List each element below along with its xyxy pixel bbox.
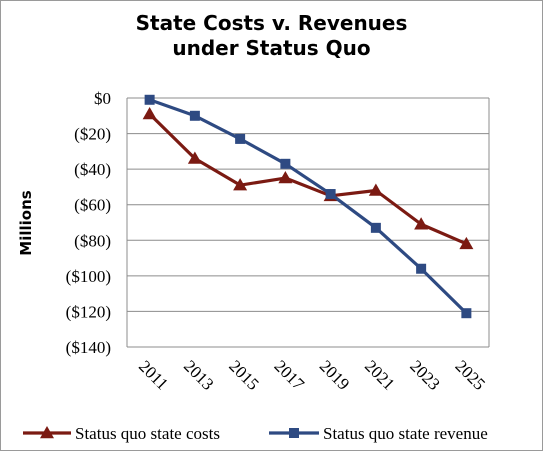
series [142,94,474,319]
chart-title-line2: under Status Quo [172,36,371,60]
y-tick-label: $0 [94,89,111,108]
x-tick-label: 2017 [271,356,309,394]
chart-title: State Costs v. Revenues under Status Quo [1,11,542,61]
legend-marker [40,426,54,439]
x-tick-label: 2021 [361,356,398,393]
data-point [414,217,429,230]
x-tick-label: 2013 [180,356,217,393]
y-tick-labels: $0 ($20) ($40) ($60) ($80) ($100) ($120) ($140) [66,89,111,357]
data-point [233,178,248,191]
data-point [189,110,200,121]
data-point [278,171,293,184]
data-point [144,94,155,105]
y-tick-label: ($40) [74,160,111,179]
y-tick-label: ($140) [66,338,111,357]
y-tick-label: ($100) [66,267,111,286]
x-tick-label: 2015 [225,356,262,393]
data-point [280,158,291,169]
data-point [187,151,202,164]
legend-marker [289,428,299,438]
x-tick-label: 2011 [135,357,172,394]
series-line [149,98,468,315]
data-point [235,133,246,144]
x-tick-label: 2023 [406,356,443,393]
data-point [461,308,472,319]
data-point [416,263,427,274]
y-tick-label: ($20) [74,125,111,144]
data-point [368,183,383,196]
gridlines [127,97,489,312]
data-point [325,189,336,200]
y-axis-label: Millions [17,190,35,255]
legend-label: Status quo state revenue [323,424,488,443]
x-tick-label: 2025 [452,356,489,393]
y-tick-label: ($120) [66,302,111,321]
y-tick-label: ($60) [74,196,111,215]
data-point [370,222,381,233]
series-line [148,112,468,246]
legend-label: Status quo state costs [75,424,220,443]
legend-item: Status quo state costs [23,424,220,443]
data-point [142,107,157,120]
y-tick-label: ($80) [74,231,111,250]
series-revenue [144,94,472,319]
chart-title-line1: State Costs v. Revenues [135,11,408,35]
x-tick-labels: 2011 2013 2015 2017 2019 2021 2023 2025 [135,356,489,394]
legend-item: Status quo state revenue [269,424,488,443]
axes [126,98,490,348]
legend: Status quo state costs Status quo state r… [23,424,488,443]
x-tick-label: 2019 [316,356,353,393]
data-point [459,236,474,250]
